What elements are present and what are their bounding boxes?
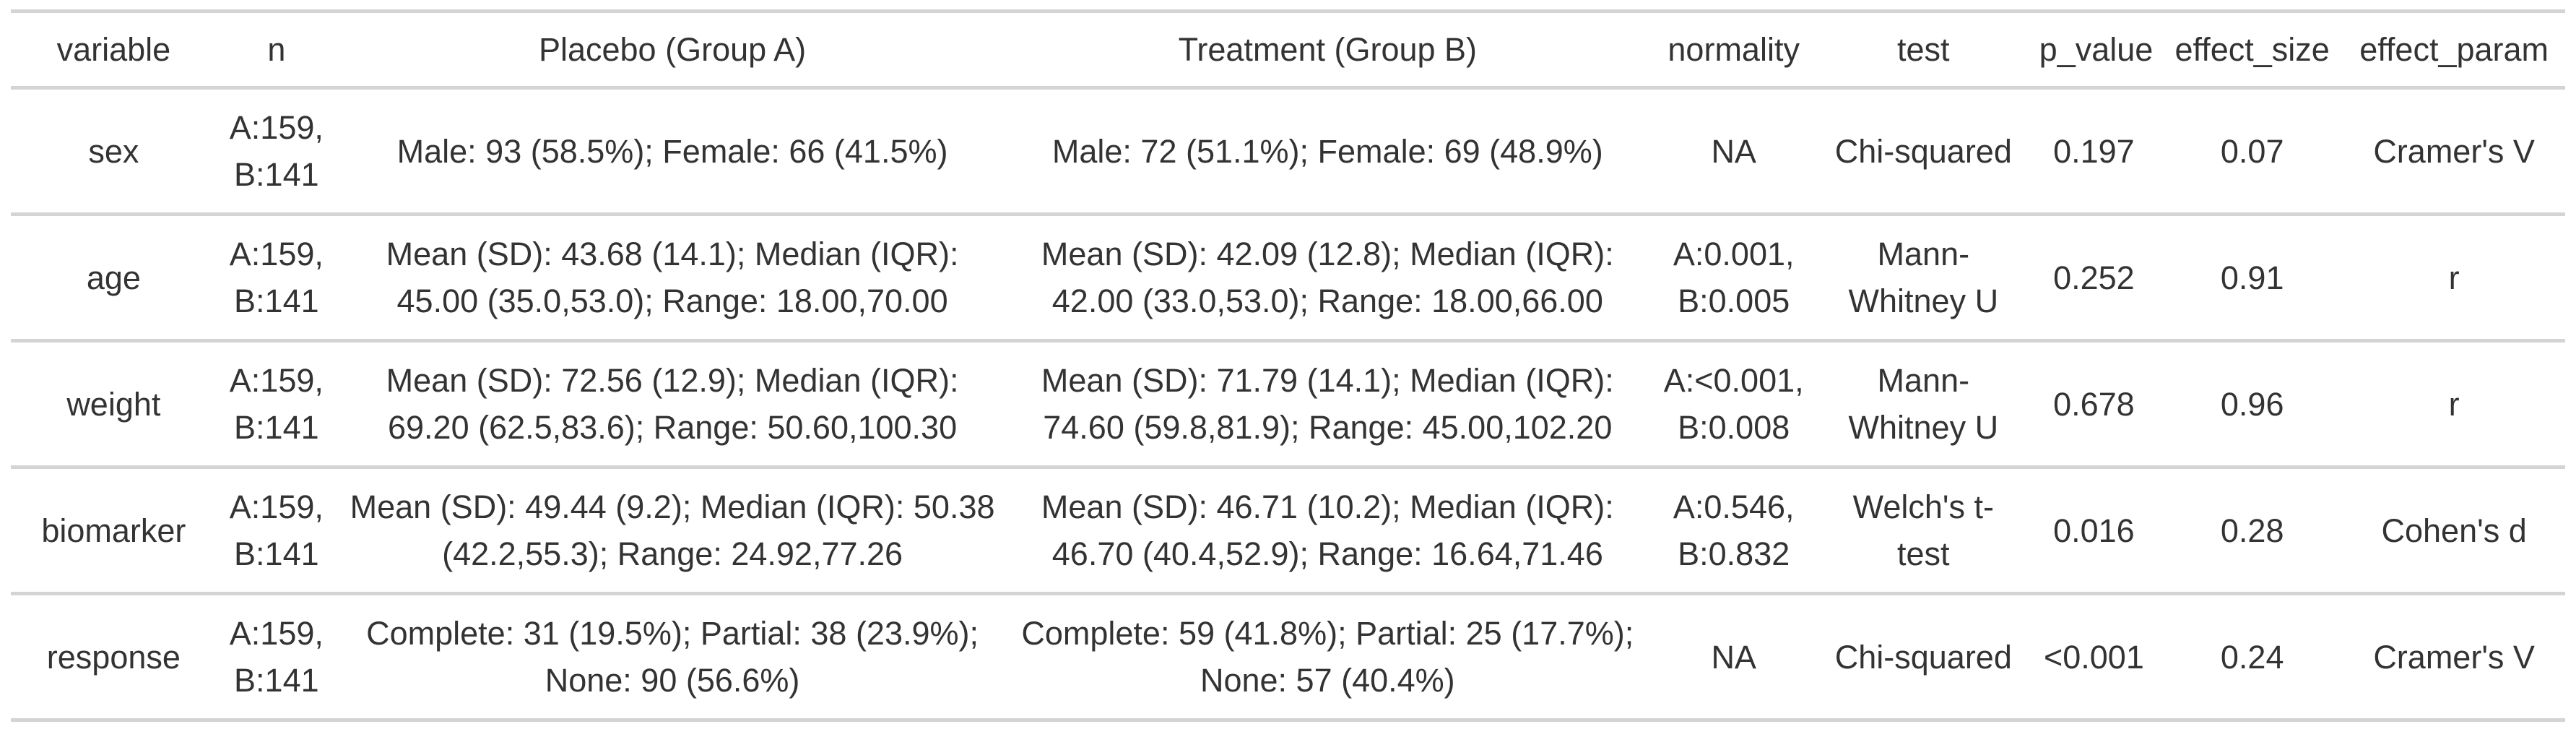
col-header-test: test — [1820, 11, 2026, 90]
cell-variable: response — [11, 593, 217, 722]
cell-normality: A:0.546, B:0.832 — [1647, 467, 1821, 595]
cell-variable: biomarker — [11, 467, 217, 595]
cell-normality: A:<0.001, B:0.008 — [1647, 340, 1821, 469]
cell-normality: NA — [1647, 87, 1821, 216]
cell-n: A:159, B:141 — [216, 593, 337, 722]
cell-variable: sex — [11, 87, 217, 216]
cell-effect-size: 0.96 — [2161, 340, 2343, 469]
cell-variable: age — [11, 214, 217, 342]
table-row-biomarker: biomarker A:159, B:141 Mean (SD): 49.44 … — [11, 467, 2565, 595]
cell-p-value: <0.001 — [2026, 593, 2162, 722]
cell-treatment: Mean (SD): 42.09 (12.8); Median (IQR): 4… — [1008, 214, 1647, 342]
cell-effect-param: r — [2343, 214, 2565, 342]
col-header-variable: variable — [11, 11, 217, 90]
cell-test: Welch's t-test — [1820, 467, 2026, 595]
cell-n: A:159, B:141 — [216, 340, 337, 469]
col-header-n: n — [216, 11, 337, 90]
cell-treatment: Complete: 59 (41.8%); Partial: 25 (17.7%… — [1008, 593, 1647, 722]
cell-treatment: Mean (SD): 71.79 (14.1); Median (IQR): 7… — [1008, 340, 1647, 469]
cell-variable: weight — [11, 340, 217, 469]
col-header-treatment: Treatment (Group B) — [1008, 11, 1647, 90]
cell-effect-param: Cramer's V — [2343, 593, 2565, 722]
cell-test: Mann-Whitney U — [1820, 340, 2026, 469]
cell-normality: NA — [1647, 593, 1821, 722]
cell-placebo: Complete: 31 (19.5%); Partial: 38 (23.9%… — [336, 593, 1009, 722]
cell-test: Chi-squared — [1820, 593, 2026, 722]
cell-normality: A:0.001, B:0.005 — [1647, 214, 1821, 342]
cell-effect-param: r — [2343, 340, 2565, 469]
cell-effect-size: 0.24 — [2161, 593, 2343, 722]
cell-p-value: 0.678 — [2026, 340, 2162, 469]
table-header: variable n Placebo (Group A) Treatment (… — [11, 11, 2565, 90]
cell-placebo: Male: 93 (58.5%); Female: 66 (41.5%) — [336, 87, 1009, 216]
header-row: variable n Placebo (Group A) Treatment (… — [11, 11, 2565, 90]
cell-p-value: 0.197 — [2026, 87, 2162, 216]
cell-placebo: Mean (SD): 72.56 (12.9); Median (IQR): 6… — [336, 340, 1009, 469]
cell-n: A:159, B:141 — [216, 467, 337, 595]
cell-effect-param: Cramer's V — [2343, 87, 2565, 216]
col-header-placebo: Placebo (Group A) — [336, 11, 1009, 90]
cell-test: Mann-Whitney U — [1820, 214, 2026, 342]
cell-n: A:159, B:141 — [216, 87, 337, 216]
cell-effect-size: 0.07 — [2161, 87, 2343, 216]
cell-treatment: Mean (SD): 46.71 (10.2); Median (IQR): 4… — [1008, 467, 1647, 595]
col-header-effect-size: effect_size — [2161, 11, 2343, 90]
cell-effect-size: 0.91 — [2161, 214, 2343, 342]
cell-test: Chi-squared — [1820, 87, 2026, 216]
cell-treatment: Male: 72 (51.1%); Female: 69 (48.9%) — [1008, 87, 1647, 216]
cell-effect-param: Cohen's d — [2343, 467, 2565, 595]
statistics-table: variable n Placebo (Group A) Treatment (… — [11, 9, 2565, 722]
cell-placebo: Mean (SD): 49.44 (9.2); Median (IQR): 50… — [336, 467, 1009, 595]
table-row-weight: weight A:159, B:141 Mean (SD): 72.56 (12… — [11, 340, 2565, 469]
table-body: sex A:159, B:141 Male: 93 (58.5%); Femal… — [11, 87, 2565, 722]
cell-p-value: 0.016 — [2026, 467, 2162, 595]
cell-effect-size: 0.28 — [2161, 467, 2343, 595]
cell-p-value: 0.252 — [2026, 214, 2162, 342]
col-header-effect-param: effect_param — [2343, 11, 2565, 90]
col-header-normality: normality — [1647, 11, 1821, 90]
col-header-p-value: p_value — [2026, 11, 2162, 90]
table-row-response: response A:159, B:141 Complete: 31 (19.5… — [11, 593, 2565, 722]
table-row-age: age A:159, B:141 Mean (SD): 43.68 (14.1)… — [11, 214, 2565, 342]
table-row-sex: sex A:159, B:141 Male: 93 (58.5%); Femal… — [11, 87, 2565, 216]
cell-n: A:159, B:141 — [216, 214, 337, 342]
cell-placebo: Mean (SD): 43.68 (14.1); Median (IQR): 4… — [336, 214, 1009, 342]
